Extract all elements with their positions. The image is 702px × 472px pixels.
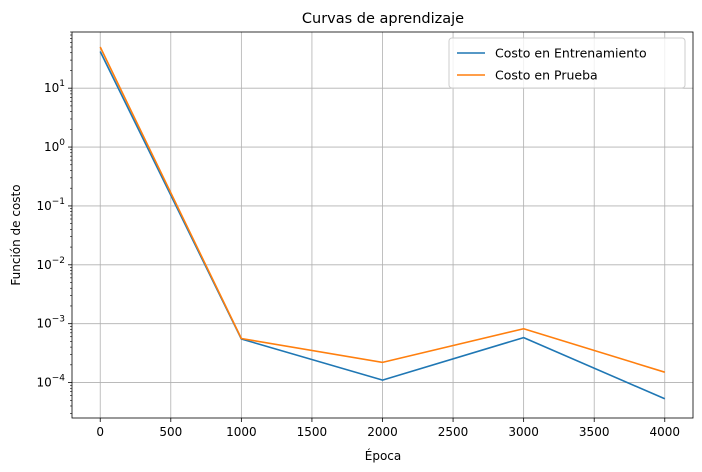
legend-label-0: Costo en Entrenamiento xyxy=(495,46,647,61)
x-tick-label: 2000 xyxy=(367,425,398,439)
x-tick-label: 2500 xyxy=(438,425,469,439)
x-tick-label: 3500 xyxy=(579,425,610,439)
x-tick-label: 0 xyxy=(96,425,104,439)
x-tick-label: 3000 xyxy=(508,425,539,439)
y-tick-label: 100 xyxy=(44,138,65,154)
x-axis-label: Época xyxy=(365,448,402,463)
chart-title: Curvas de aprendizaje xyxy=(302,11,464,27)
y-tick-label: 10−1 xyxy=(36,197,65,213)
legend-box xyxy=(448,37,686,89)
legend: Costo en Entrenamiento Costo en Prueba xyxy=(448,37,686,89)
x-tick-label: 4000 xyxy=(649,425,680,439)
x-axis: 0 500 1000 1500 2000 2500 3000 3500 4000 xyxy=(96,418,680,439)
y-tick-label: 10−4 xyxy=(36,374,65,390)
series-lines xyxy=(99,46,666,400)
series-line-1 xyxy=(99,46,666,373)
y-tick-label: 101 xyxy=(44,79,65,95)
legend-label-1: Costo en Prueba xyxy=(495,68,598,83)
x-tick-label: 1500 xyxy=(297,425,328,439)
x-tick-label: 1000 xyxy=(226,425,257,439)
x-tick-label: 500 xyxy=(159,425,182,439)
y-tick-label: 10−2 xyxy=(36,256,65,272)
grid xyxy=(72,32,693,418)
y-tick-label: 10−3 xyxy=(36,315,65,331)
y-axis-label: Función de costo xyxy=(9,184,23,285)
y-axis: 10−4 10−3 10−2 10−1 100 101 xyxy=(36,31,72,414)
